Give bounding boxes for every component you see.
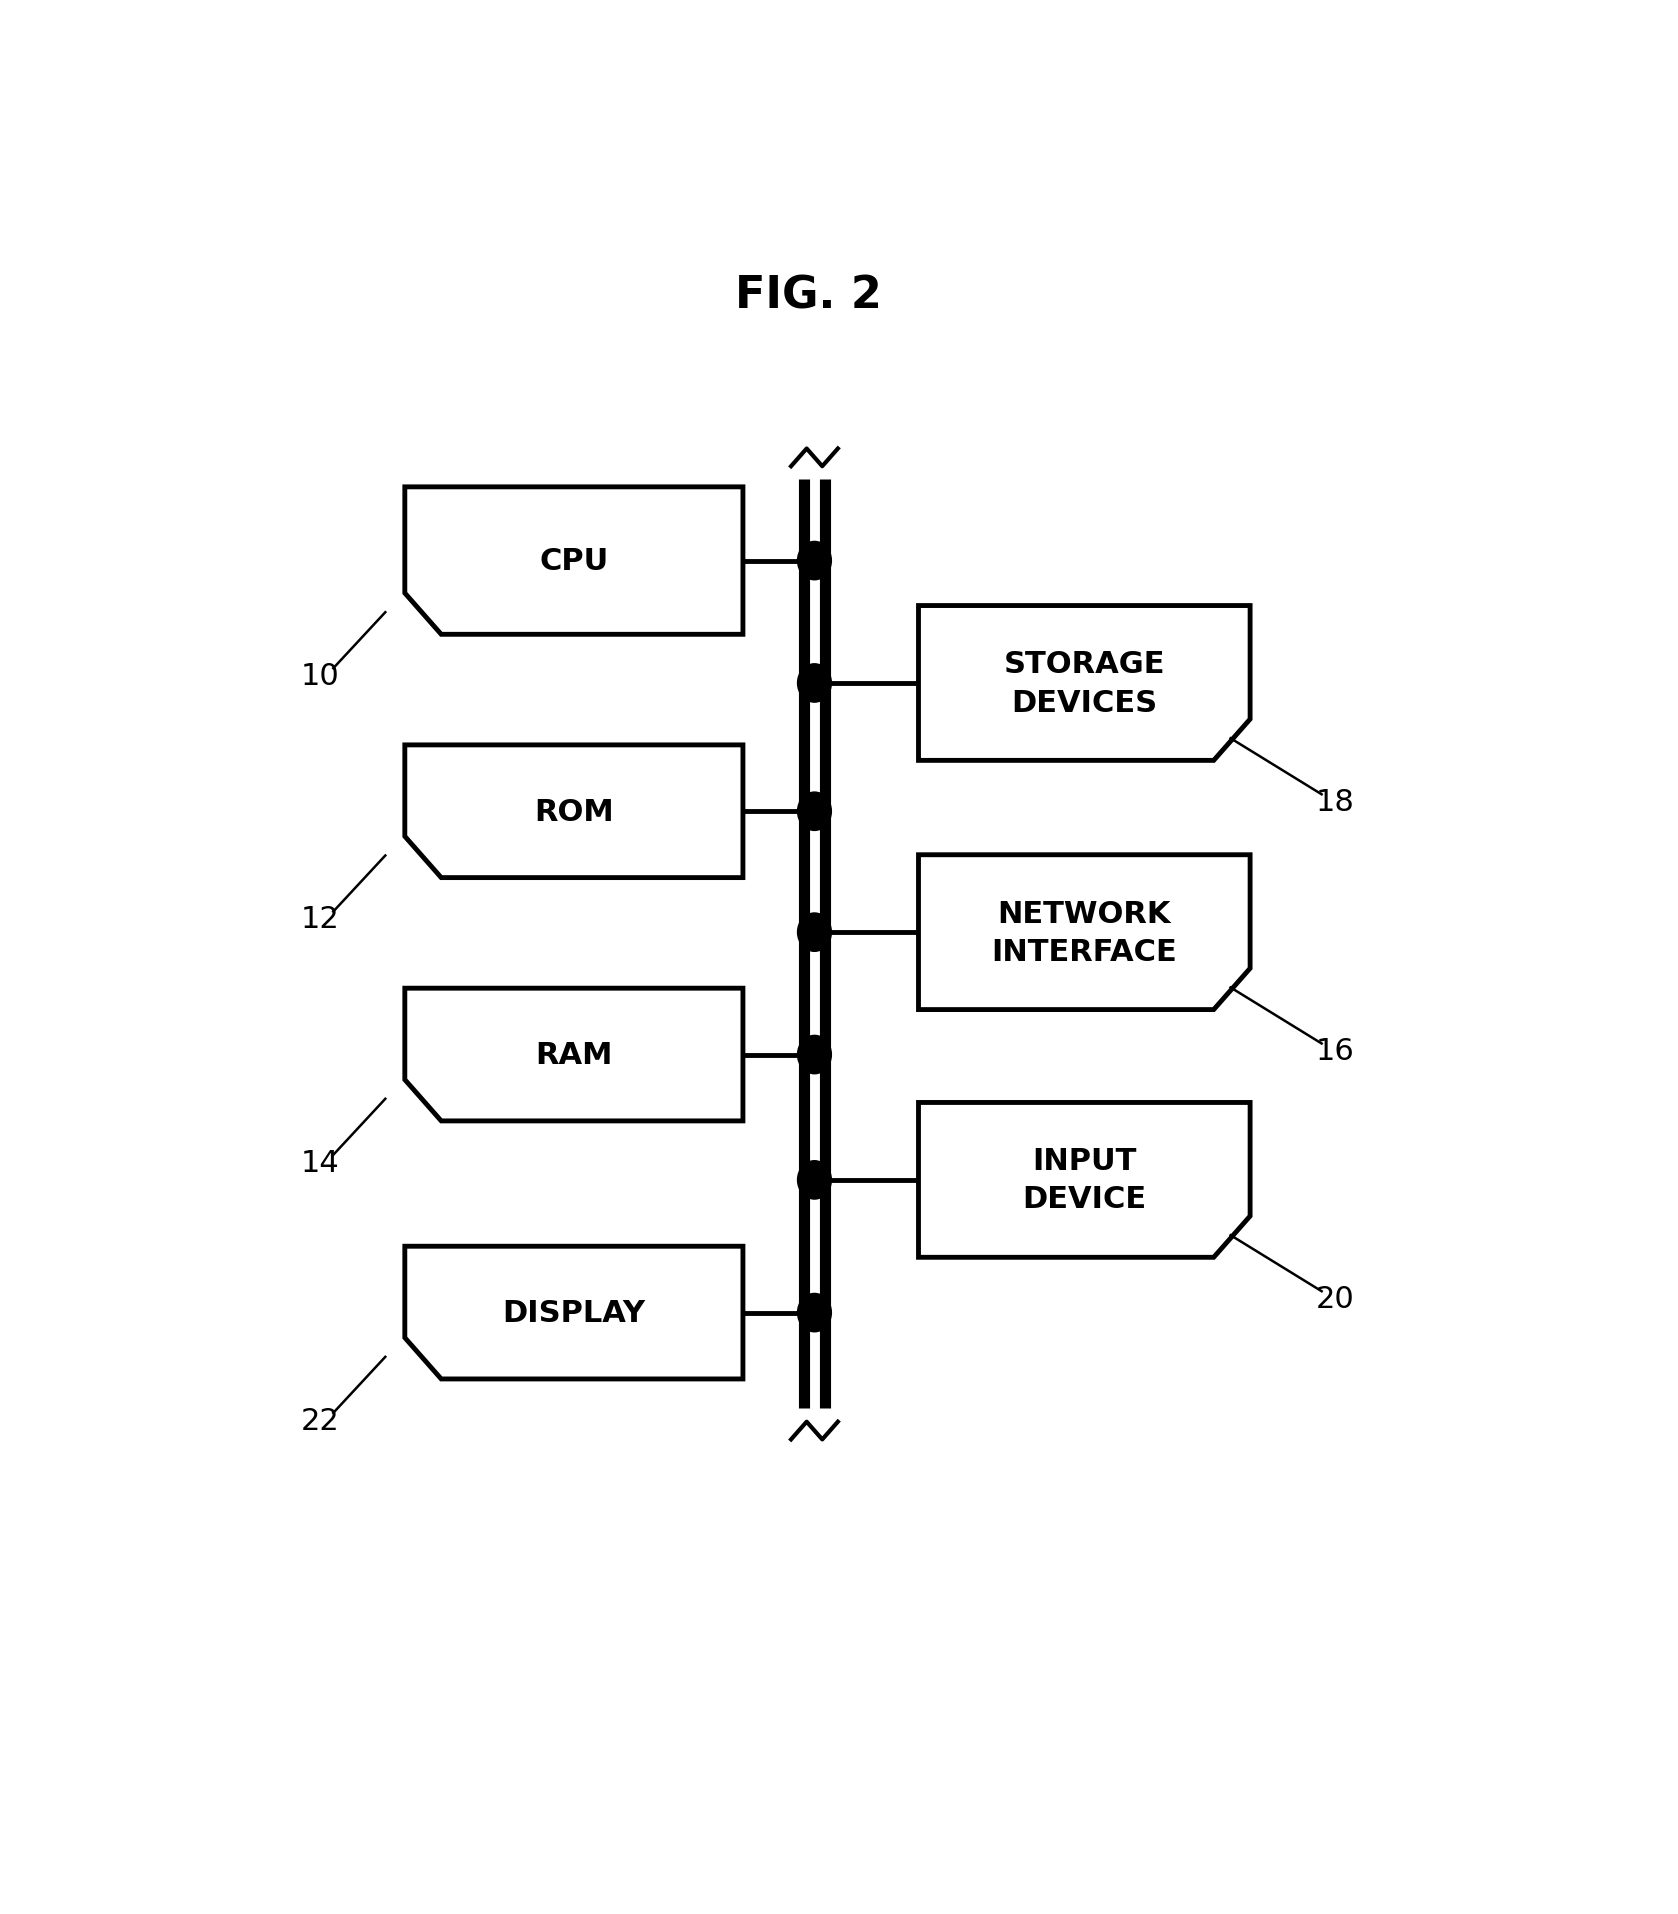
Text: 10: 10 <box>300 662 339 691</box>
Text: 20: 20 <box>1316 1284 1354 1313</box>
Text: 14: 14 <box>300 1148 339 1177</box>
Polygon shape <box>918 607 1250 762</box>
Text: DISPLAY: DISPLAY <box>502 1298 646 1328</box>
Text: STORAGE
DEVICES: STORAGE DEVICES <box>1003 651 1165 718</box>
Text: NETWORK
INTERFACE: NETWORK INTERFACE <box>992 900 1178 967</box>
Circle shape <box>797 664 831 702</box>
Circle shape <box>797 913 831 951</box>
Circle shape <box>797 1162 831 1200</box>
Text: ROM: ROM <box>534 798 614 827</box>
Text: 22: 22 <box>300 1407 339 1436</box>
Circle shape <box>797 1294 831 1332</box>
Polygon shape <box>918 856 1250 1011</box>
Text: INPUT
DEVICE: INPUT DEVICE <box>1022 1146 1146 1213</box>
Text: CPU: CPU <box>539 547 609 576</box>
Text: FIG. 2: FIG. 2 <box>735 274 881 318</box>
Polygon shape <box>404 1246 743 1380</box>
Circle shape <box>797 792 831 831</box>
Text: 16: 16 <box>1316 1037 1354 1066</box>
Polygon shape <box>918 1102 1250 1257</box>
Circle shape <box>797 1035 831 1074</box>
Polygon shape <box>404 488 743 635</box>
Text: RAM: RAM <box>535 1041 612 1070</box>
Text: 12: 12 <box>300 905 339 934</box>
Polygon shape <box>404 745 743 879</box>
Circle shape <box>797 542 831 580</box>
Polygon shape <box>404 990 743 1122</box>
Text: 18: 18 <box>1316 789 1354 817</box>
